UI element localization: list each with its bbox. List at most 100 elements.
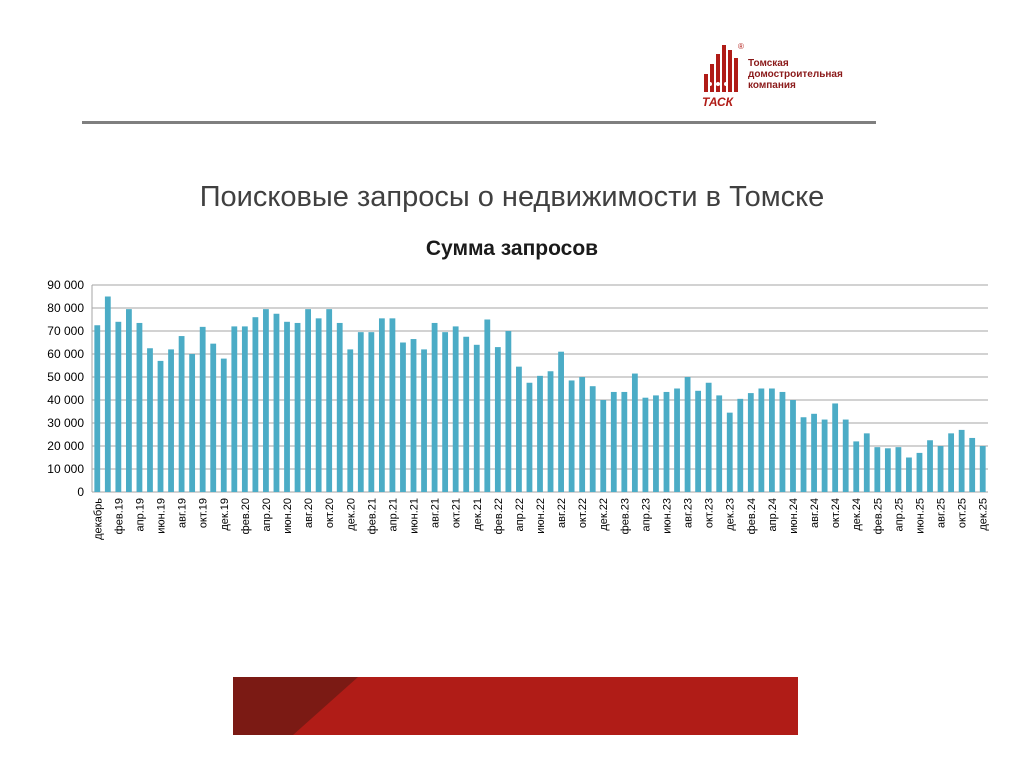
bar-мар.21 xyxy=(378,318,385,492)
bar-янв.24 xyxy=(737,398,744,492)
bar-июл.24 xyxy=(800,417,807,492)
bar-июл.23 xyxy=(674,388,680,492)
x-tick-label: окт.21 xyxy=(451,498,463,528)
bar-авг.21 xyxy=(431,322,438,492)
x-tick-label: окт.23 xyxy=(704,498,716,528)
bar-дек.23 xyxy=(726,412,733,492)
bar-ноя.20 xyxy=(336,322,343,492)
svg-text:ТАСК: ТАСК xyxy=(702,95,735,109)
bar-сен.23 xyxy=(695,390,702,492)
bar-фев.24 xyxy=(747,393,754,492)
bar-chart: 0 10 000 20 000 30 000 40 000 50 000 60 000 70 … xyxy=(47,278,989,540)
bar-июн.20 xyxy=(284,321,290,492)
bar-окт.19 xyxy=(199,326,206,492)
y-tick-label: 70 000 xyxy=(47,324,84,338)
bar-окт.24 xyxy=(832,403,839,492)
x-tick-label: дек.21 xyxy=(472,498,484,531)
bar-дек.21 xyxy=(473,344,480,492)
bar-янв.21 xyxy=(357,332,364,492)
y-tick-label: 90 000 xyxy=(47,278,84,292)
x-tick-label: фев.25 xyxy=(872,498,884,534)
bar-июн.24 xyxy=(790,400,796,492)
bar-окт.23 xyxy=(705,382,712,492)
x-tick-label: декабрь xyxy=(92,498,104,540)
y-tick-label: 40 000 xyxy=(47,393,84,407)
decorative-band xyxy=(233,677,798,735)
bar-окт.20 xyxy=(326,309,333,492)
x-tick-label: фев.19 xyxy=(113,498,125,534)
x-tick-label: дек.22 xyxy=(598,498,610,531)
bar-авг.22 xyxy=(558,351,564,492)
bar-мар.19 xyxy=(126,309,132,492)
x-tick-label: авг.25 xyxy=(936,498,948,528)
x-tick-label: апр.24 xyxy=(767,498,779,531)
logo-line: Томская xyxy=(748,58,789,69)
bar-авг.19 xyxy=(178,336,185,492)
bar-май.21 xyxy=(400,342,406,492)
bar-мар.23 xyxy=(631,373,638,492)
svg-text:®: ® xyxy=(738,42,744,51)
chart-title: Сумма запросов xyxy=(425,237,599,260)
bar-декабрь xyxy=(94,325,101,492)
bar-окт.22 xyxy=(579,377,586,492)
bar-май.19 xyxy=(147,348,153,492)
bar-дек.20 xyxy=(347,349,354,492)
y-tick-label: 80 000 xyxy=(47,301,84,315)
x-tick-label: окт.19 xyxy=(198,498,210,528)
x-tick-label: авг.22 xyxy=(556,498,568,528)
bar-апр.22 xyxy=(516,366,522,492)
bar-дек.24 xyxy=(853,441,860,492)
x-tick-label: июн.23 xyxy=(661,498,673,534)
x-tick-label: июн.24 xyxy=(788,498,800,534)
bar-фев.22 xyxy=(494,347,501,492)
bar-июл.19 xyxy=(168,349,174,492)
bar-фев.20 xyxy=(241,326,248,492)
x-tick-label: фев.20 xyxy=(240,498,252,534)
x-tick-label: окт.25 xyxy=(957,498,969,528)
x-tick-label: фев.23 xyxy=(619,498,631,534)
bar-дек.22 xyxy=(600,400,607,492)
bar-ноя.25 xyxy=(969,437,976,492)
bar-апр.23 xyxy=(642,397,649,492)
bar-сен.22 xyxy=(568,380,575,492)
bar-май.22 xyxy=(526,382,533,492)
y-tick-label: 50 000 xyxy=(47,370,84,384)
x-tick-label: фев.21 xyxy=(366,498,378,534)
x-tick-label: июн.25 xyxy=(914,498,926,534)
bar-июн.23 xyxy=(663,391,670,492)
bar-ноя.21 xyxy=(463,336,470,492)
x-tick-label: дек.19 xyxy=(219,498,231,531)
x-tick-label: окт.24 xyxy=(830,498,842,528)
bar-апр.21 xyxy=(389,318,396,492)
x-tick-label: апр.21 xyxy=(387,498,399,531)
bar-июл.22 xyxy=(547,371,554,492)
bar-апр.24 xyxy=(769,388,775,492)
bar-сен.21 xyxy=(442,332,449,492)
logo-text: Томская домостроительная компания xyxy=(748,58,843,91)
bar-апр.25 xyxy=(895,447,902,492)
x-tick-label: авг.19 xyxy=(177,498,189,528)
x-tick-label: апр.20 xyxy=(261,498,273,531)
y-tick-label: 10 000 xyxy=(47,462,84,476)
y-tick-label: 30 000 xyxy=(47,416,84,430)
bar-сен.20 xyxy=(315,318,322,492)
x-tick-label: апр.23 xyxy=(640,498,652,531)
bar-фев.21 xyxy=(368,332,375,492)
x-tick-label: окт.20 xyxy=(324,498,336,528)
x-tick-label: апр.22 xyxy=(514,498,526,531)
bar-июл.25 xyxy=(927,440,933,492)
y-tick-label: 0 xyxy=(77,485,84,499)
x-tick-label: авг.21 xyxy=(430,498,442,528)
bar-май.20 xyxy=(273,313,280,492)
x-tick-label: фев.22 xyxy=(493,498,505,534)
slide-title: Поисковые запросы о недвижимости в Томск… xyxy=(199,181,825,213)
bar-дек.25 xyxy=(979,446,986,492)
bar-окт.25 xyxy=(958,429,965,492)
bar-янв.25 xyxy=(863,433,870,492)
bar-янв.23 xyxy=(610,391,617,492)
logo-line: компания xyxy=(748,80,796,91)
bar-июн.22 xyxy=(537,375,543,492)
bar-янв.22 xyxy=(484,319,491,492)
x-tick-label: авг.20 xyxy=(303,498,315,528)
bar-май.24 xyxy=(779,391,786,492)
